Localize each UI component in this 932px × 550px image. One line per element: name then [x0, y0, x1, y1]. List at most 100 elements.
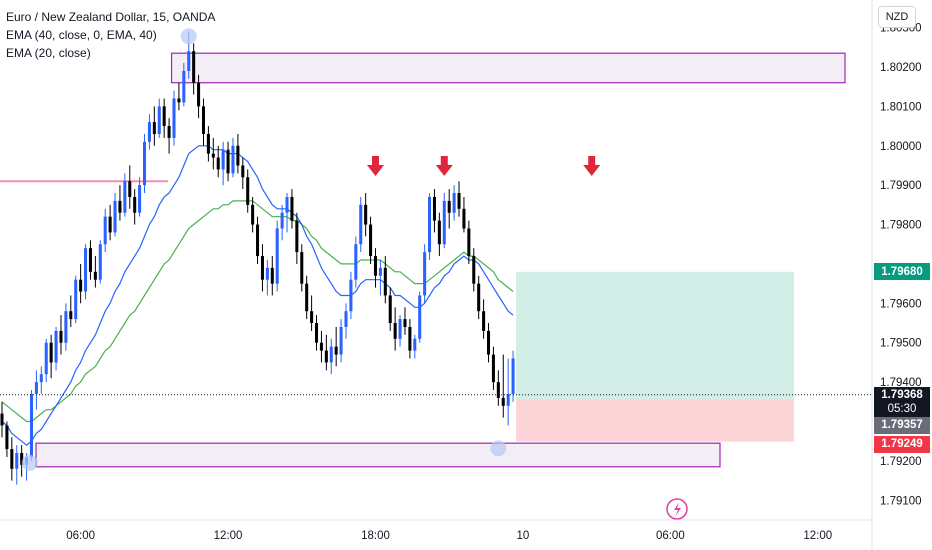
candle-body [270, 267, 274, 284]
candle-body [260, 256, 264, 280]
candle-body [339, 326, 343, 355]
candle-body [280, 212, 284, 229]
candle-body [172, 98, 176, 138]
bearish-arrow-icon [583, 156, 601, 176]
time-axis-label: 06:00 [656, 530, 685, 542]
candle-body [369, 224, 373, 257]
candle-body [364, 204, 368, 225]
candle-body [403, 319, 407, 327]
candle-body [93, 271, 97, 280]
candle-body [5, 425, 9, 450]
price-axis-label: 1.79500 [880, 338, 922, 350]
candle-body [216, 157, 220, 170]
price-axis-label: 1.79400 [880, 377, 922, 389]
candle-body [44, 342, 48, 375]
candle-body [300, 252, 304, 284]
candle-body [79, 279, 83, 292]
last-price-value: 1.79368 [881, 388, 923, 401]
candle-body [123, 181, 127, 213]
swing-low-marker [21, 454, 38, 471]
candle-body [393, 323, 397, 339]
ema-40-line [1, 200, 514, 423]
candle-body [246, 177, 250, 205]
candle-body [432, 196, 436, 221]
ema-40-legend[interactable]: EMA (40, close, 0, EMA, 40) [6, 28, 157, 42]
candle-body [344, 311, 348, 327]
price-axis-label: 1.80100 [880, 101, 922, 113]
symbol-title[interactable]: Euro / New Zealand Dollar, 15, OANDA [6, 10, 216, 24]
candle-body [138, 185, 142, 213]
candle-body [408, 326, 412, 351]
candle-body [128, 181, 132, 197]
time-axis-label: 12:00 [214, 530, 243, 542]
candle-body [84, 248, 88, 292]
candle-body [147, 122, 151, 142]
candle-body [349, 279, 353, 312]
candle-body [211, 153, 215, 158]
stop-price-tag: 1.79249 [874, 435, 930, 453]
candle-body [354, 244, 358, 280]
candle-body [452, 193, 456, 213]
swing-high-marker [180, 28, 197, 45]
resistance-zone [170, 52, 846, 84]
entry-price-tag: 1.79357 [874, 416, 930, 434]
bearish-arrow-icon [435, 156, 453, 176]
candle-body [383, 267, 387, 296]
candle-body [447, 200, 451, 213]
candle-body [265, 267, 269, 280]
candle-body [182, 70, 186, 103]
time-axis-label: 18:00 [361, 530, 390, 542]
target-price-tag: 1.79680 [874, 263, 930, 281]
candle-body [373, 256, 378, 276]
candle-body [359, 204, 363, 245]
candle-body [457, 193, 461, 209]
candle-body [20, 453, 24, 465]
candle-body [201, 106, 206, 134]
candle-body [64, 311, 68, 343]
candle-body [10, 449, 14, 469]
target-zone [516, 271, 794, 400]
candle-body [334, 346, 338, 355]
candle-body [142, 141, 147, 186]
candle-body [251, 204, 255, 225]
candle-body [413, 338, 417, 351]
candle-body [314, 323, 319, 343]
last-price-tag: 1.79368 05:30 [874, 386, 930, 417]
candle-body [398, 319, 402, 339]
candle-body [167, 126, 171, 138]
candle-body [437, 220, 441, 245]
candle-body [15, 453, 19, 469]
time-axis-label: 12:00 [803, 530, 832, 542]
candle-body [428, 196, 432, 253]
candle-body [226, 149, 230, 174]
ema-20-legend[interactable]: EMA (20, close) [6, 46, 91, 60]
candle-body [467, 228, 471, 257]
candle-body [197, 82, 201, 107]
candle-body [236, 145, 240, 166]
candle-body [162, 106, 166, 127]
candle-body [157, 106, 161, 134]
price-axis-label: 1.79900 [880, 180, 922, 192]
candle-body [103, 216, 107, 245]
candle-body [133, 196, 137, 213]
lightning-glyph-icon [674, 502, 681, 517]
candle-body [324, 350, 328, 363]
candle-body [88, 248, 92, 272]
currency-button[interactable]: NZD [878, 6, 916, 28]
candle-body [285, 196, 289, 213]
candle-body [388, 295, 392, 324]
candle-body [0, 413, 4, 426]
chart-legend: Euro / New Zealand Dollar, 15, OANDA EMA… [6, 8, 215, 62]
candle-body [59, 330, 63, 343]
candle-body [319, 342, 323, 351]
price-axis-label: 1.79800 [880, 220, 922, 232]
candle-body [113, 200, 117, 233]
candle-body [491, 354, 495, 383]
candle-body [496, 382, 500, 398]
candle-body [329, 346, 333, 363]
candle-body [295, 220, 299, 253]
price-axis-label: 1.80200 [880, 62, 922, 74]
ema-20-line [1, 145, 514, 446]
candle-body [378, 267, 382, 276]
